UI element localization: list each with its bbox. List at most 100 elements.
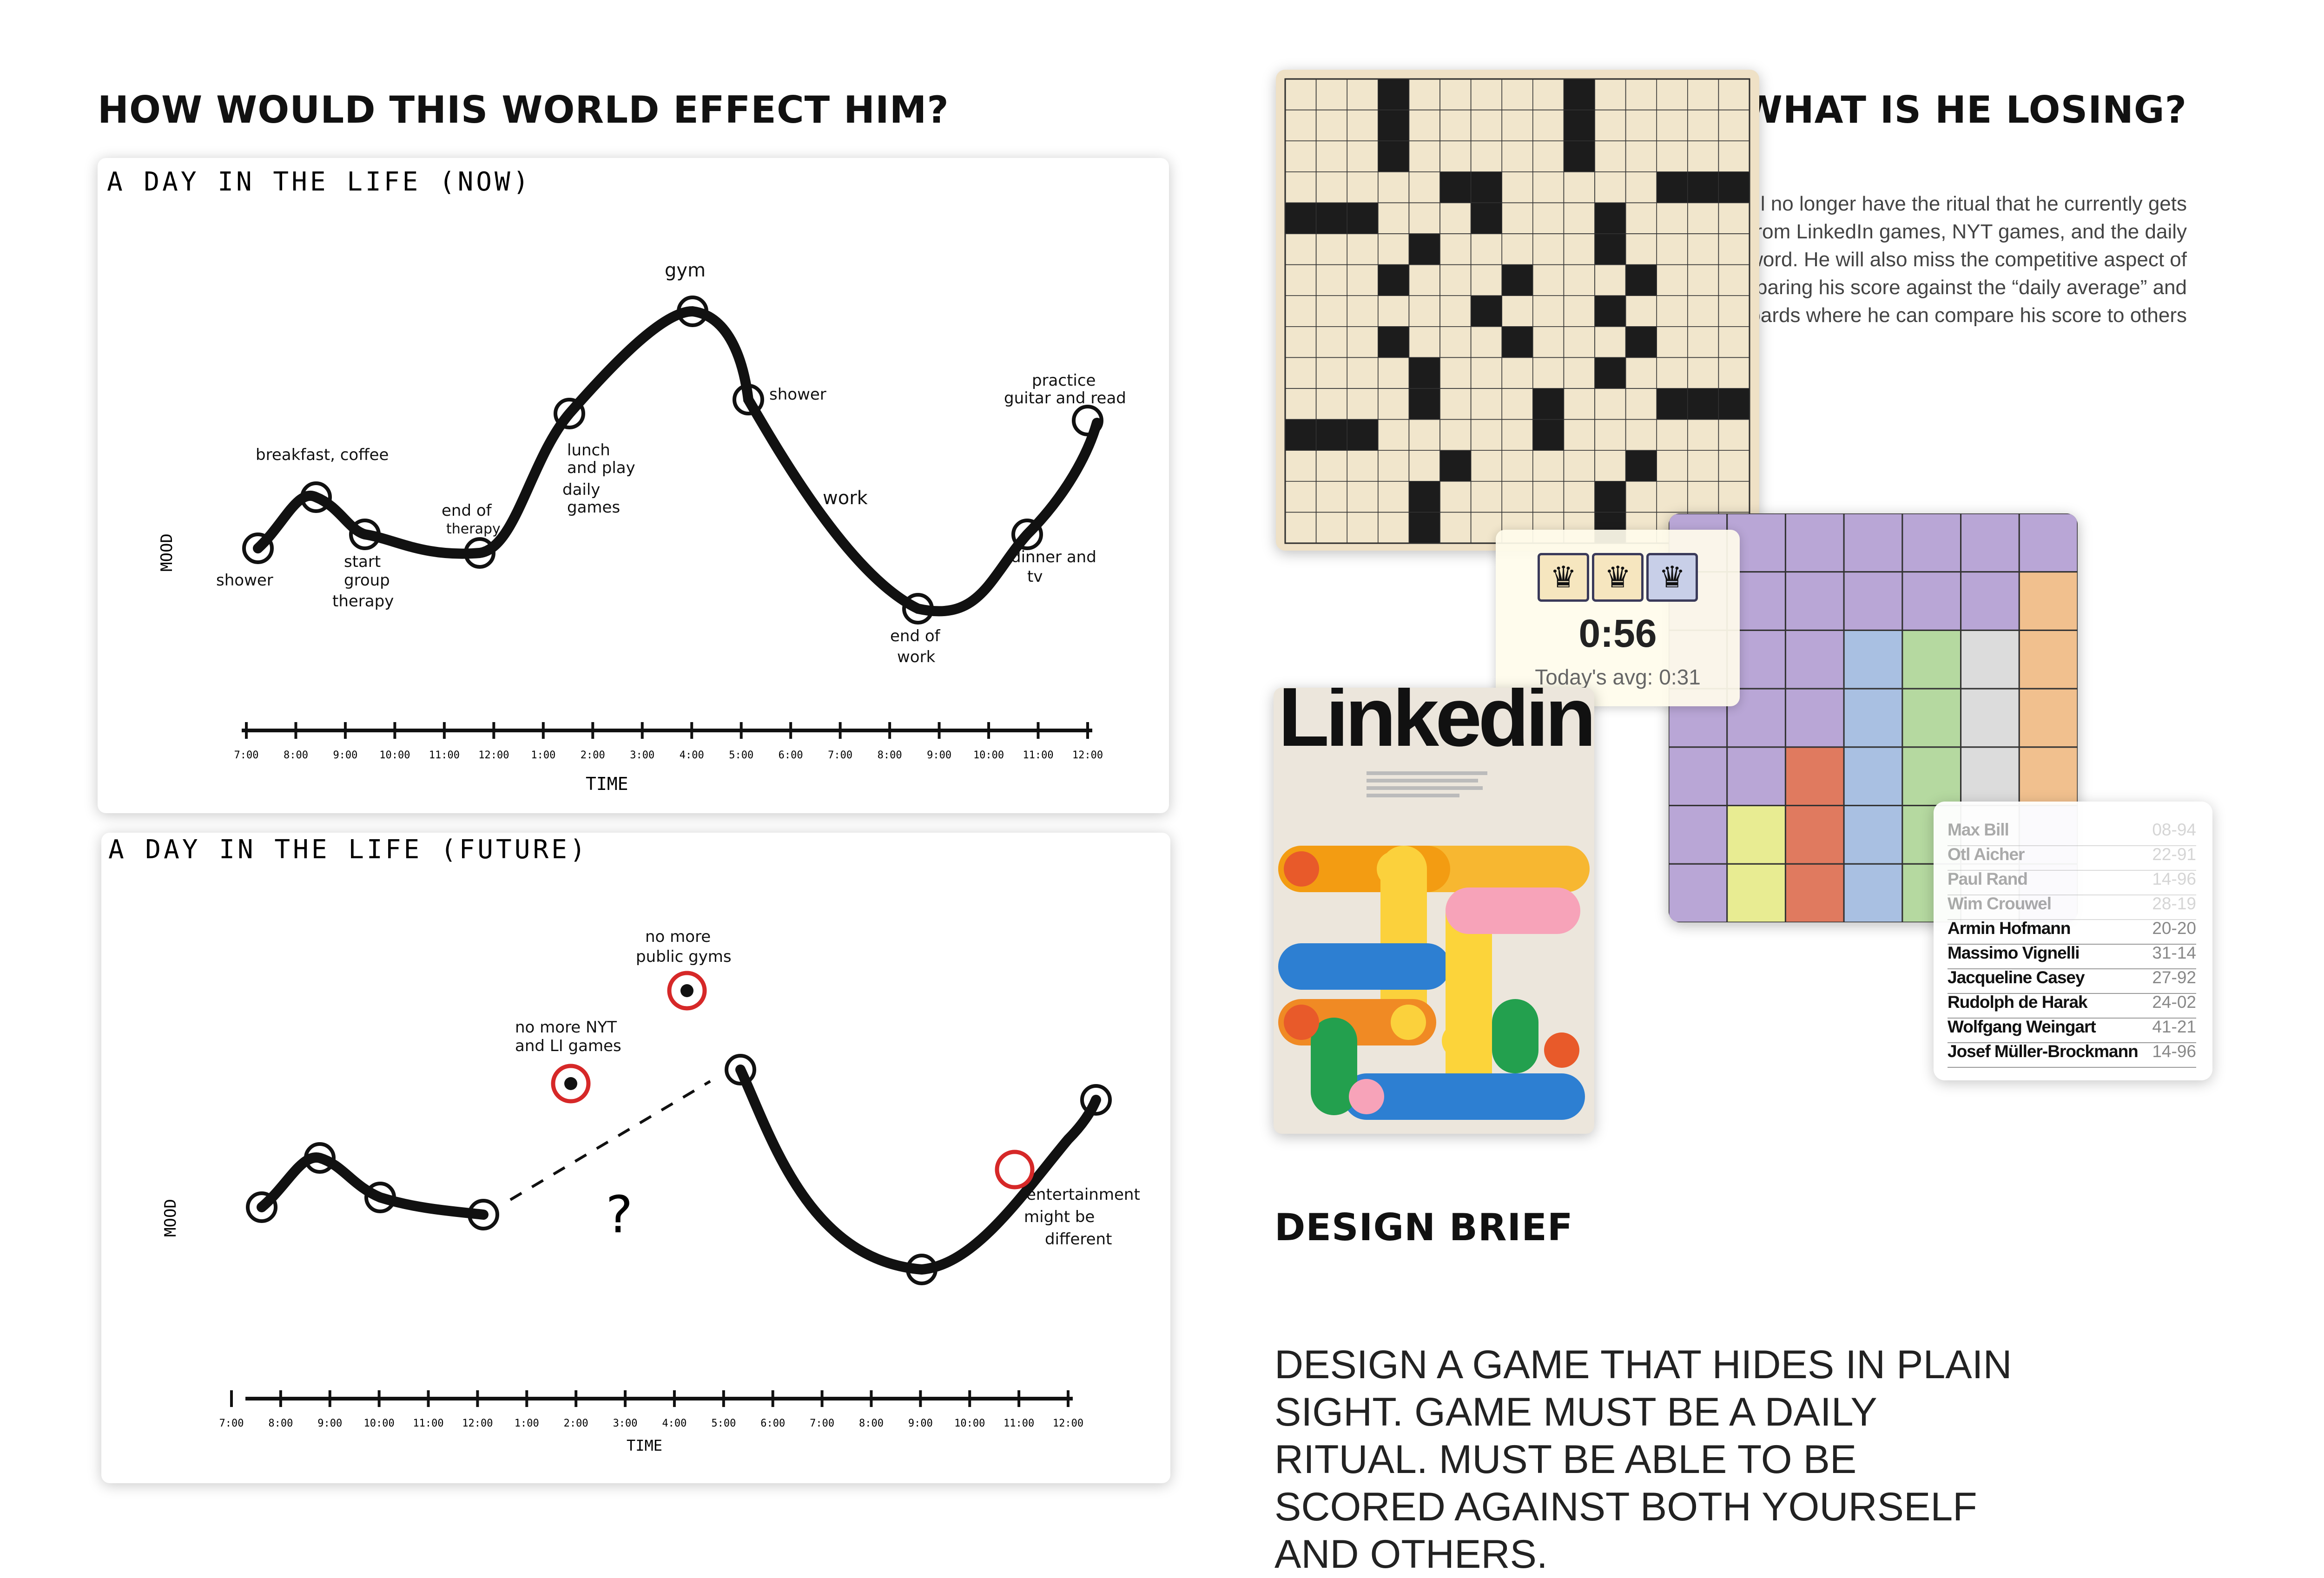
tick-label: 6:00 (779, 750, 803, 761)
now-chart-title: A DAY IN THE LIFE (NOW) (107, 167, 531, 197)
pipes-illustration (1278, 771, 1590, 1120)
queens-cell (2018, 571, 2078, 631)
future-annot: no more NYT (515, 1018, 617, 1037)
leaderboard-score: 27-92 (2152, 968, 2196, 987)
queens-cell (1726, 805, 1786, 865)
crossword-black-cell (1408, 357, 1440, 389)
leaderboard-score: 24-02 (2152, 993, 2196, 1012)
tick-label: 4:00 (662, 1418, 687, 1429)
future-point (304, 1142, 336, 1174)
tick-label: 9:00 (908, 1418, 933, 1429)
crossword-black-cell (1439, 450, 1472, 482)
future-point (468, 1199, 499, 1230)
future-point (725, 1054, 756, 1085)
crossword-black-cell (1594, 481, 1626, 513)
queens-cell (1726, 746, 1786, 807)
day-in-life-now-card: A DAY IN THE LIFE (NOW) MOOD TIME 7:00 8:… (98, 158, 1169, 813)
crossword-black-cell (1285, 202, 1317, 234)
crown-row: ♛ ♛ ♛ (1538, 553, 1698, 602)
future-question-mark: ? (603, 1185, 634, 1244)
queens-cell (1843, 513, 1903, 573)
now-annot: end of (442, 501, 492, 520)
tick-label: 10:00 (364, 1418, 395, 1429)
leaderboard-row: Rudolph de Harak 24-02 (1948, 993, 2196, 1019)
now-point-practice (1072, 405, 1103, 436)
tick-label: 11:00 (429, 750, 460, 761)
crossword-black-cell (1594, 295, 1626, 327)
tick-label: 7:00 (234, 750, 259, 761)
tick-label: 10:00 (954, 1418, 985, 1429)
now-annot: games (567, 498, 620, 517)
queens-cell (1784, 629, 1845, 690)
future-point (906, 1254, 938, 1285)
queens-cell (1784, 746, 1845, 807)
queens-cell (2018, 688, 2078, 748)
future-unknown-dash (509, 1080, 711, 1201)
future-entertainment-marker (995, 1150, 1035, 1190)
crossword-black-cell (1347, 202, 1379, 234)
queens-cell (1843, 571, 1903, 631)
now-annot: therapy (332, 592, 394, 611)
now-annot: work (897, 648, 936, 666)
leaderboard-score: 28-19 (2152, 894, 2196, 913)
crown-icon: ♛ (1592, 553, 1644, 602)
now-annot: shower (216, 571, 273, 590)
tick-label: 10:00 (379, 750, 410, 761)
losing-section-heading: WHAT IS HE LOSING? (1741, 88, 2187, 132)
now-annot: tv (1027, 567, 1043, 586)
queens-cell (1960, 688, 2020, 748)
now-annot: group (344, 571, 390, 590)
queens-cell (1669, 805, 1728, 865)
linkedin-wordmark: Linkedin (1278, 688, 1594, 764)
tick-label: 11:00 (413, 1418, 443, 1429)
tick-label: 5:00 (711, 1418, 736, 1429)
linkedin-games-poster: Linkedin (1274, 688, 1594, 1134)
leaderboard-name: Massimo Vignelli (1948, 943, 2080, 962)
crossword-black-cell (1594, 202, 1626, 234)
now-point-end-therapy (464, 537, 495, 569)
tick-label: 12:00 (1053, 1418, 1083, 1429)
now-annot: gym (665, 260, 706, 281)
crossword-black-cell (1378, 109, 1410, 141)
tick-label: 1:00 (515, 1418, 539, 1429)
future-chart-title: A DAY IN THE LIFE (FUTURE) (108, 835, 588, 865)
crossword-black-cell (1718, 388, 1750, 420)
future-x-label: TIME (627, 1437, 662, 1454)
crossword-black-cell (1501, 264, 1533, 296)
crossword-black-cell (1594, 233, 1626, 265)
queens-cell (1784, 863, 1845, 922)
tick-label: 12:00 (478, 750, 509, 761)
crossword-black-cell (1315, 419, 1347, 451)
leaderboard-score: 22-91 (2152, 845, 2196, 864)
leaderboard-name: Paul Rand (1948, 869, 2028, 888)
crossword-black-cell (1408, 481, 1440, 513)
now-point-group-therapy (349, 519, 381, 550)
crossword-black-cell (1563, 109, 1595, 141)
mood-chart-now: A DAY IN THE LIFE (NOW) MOOD TIME 7:00 8:… (107, 167, 1126, 794)
crossword-black-cell (1687, 388, 1719, 420)
crossword-black-cell (1563, 79, 1595, 111)
leaderboard-name: Wim Crouwel (1948, 894, 2052, 913)
queens-cell (1960, 629, 2020, 690)
future-annot: and LI games (515, 1037, 621, 1055)
future-point (364, 1182, 396, 1213)
queens-cell (2018, 746, 2078, 807)
crossword-black-cell (1470, 295, 1502, 327)
now-annot: lunch (567, 441, 610, 460)
crossword-black-cell (1563, 140, 1595, 172)
crossword-black-cell (1625, 450, 1657, 482)
crossword-black-cell (1378, 326, 1410, 358)
now-point-lunch (554, 398, 585, 429)
crossword-black-cell (1625, 326, 1657, 358)
queens-cell (1726, 863, 1786, 922)
future-lost-games-marker (551, 1064, 591, 1104)
tick-label: 11:00 (1004, 1418, 1034, 1429)
queens-cell (1784, 571, 1845, 631)
tick-label: 8:00 (268, 1418, 293, 1429)
losing-description: He will no longer have the ritual that h… (1681, 192, 2187, 327)
design-brief-text: DESIGN A GAME THAT HIDES IN PLAIN SIGHT.… (1274, 1342, 2012, 1577)
tick-label: 3:00 (630, 750, 654, 761)
queens-cell (1901, 629, 1962, 690)
tick-label: 1:00 (531, 750, 555, 761)
crossword-black-cell (1408, 233, 1440, 265)
